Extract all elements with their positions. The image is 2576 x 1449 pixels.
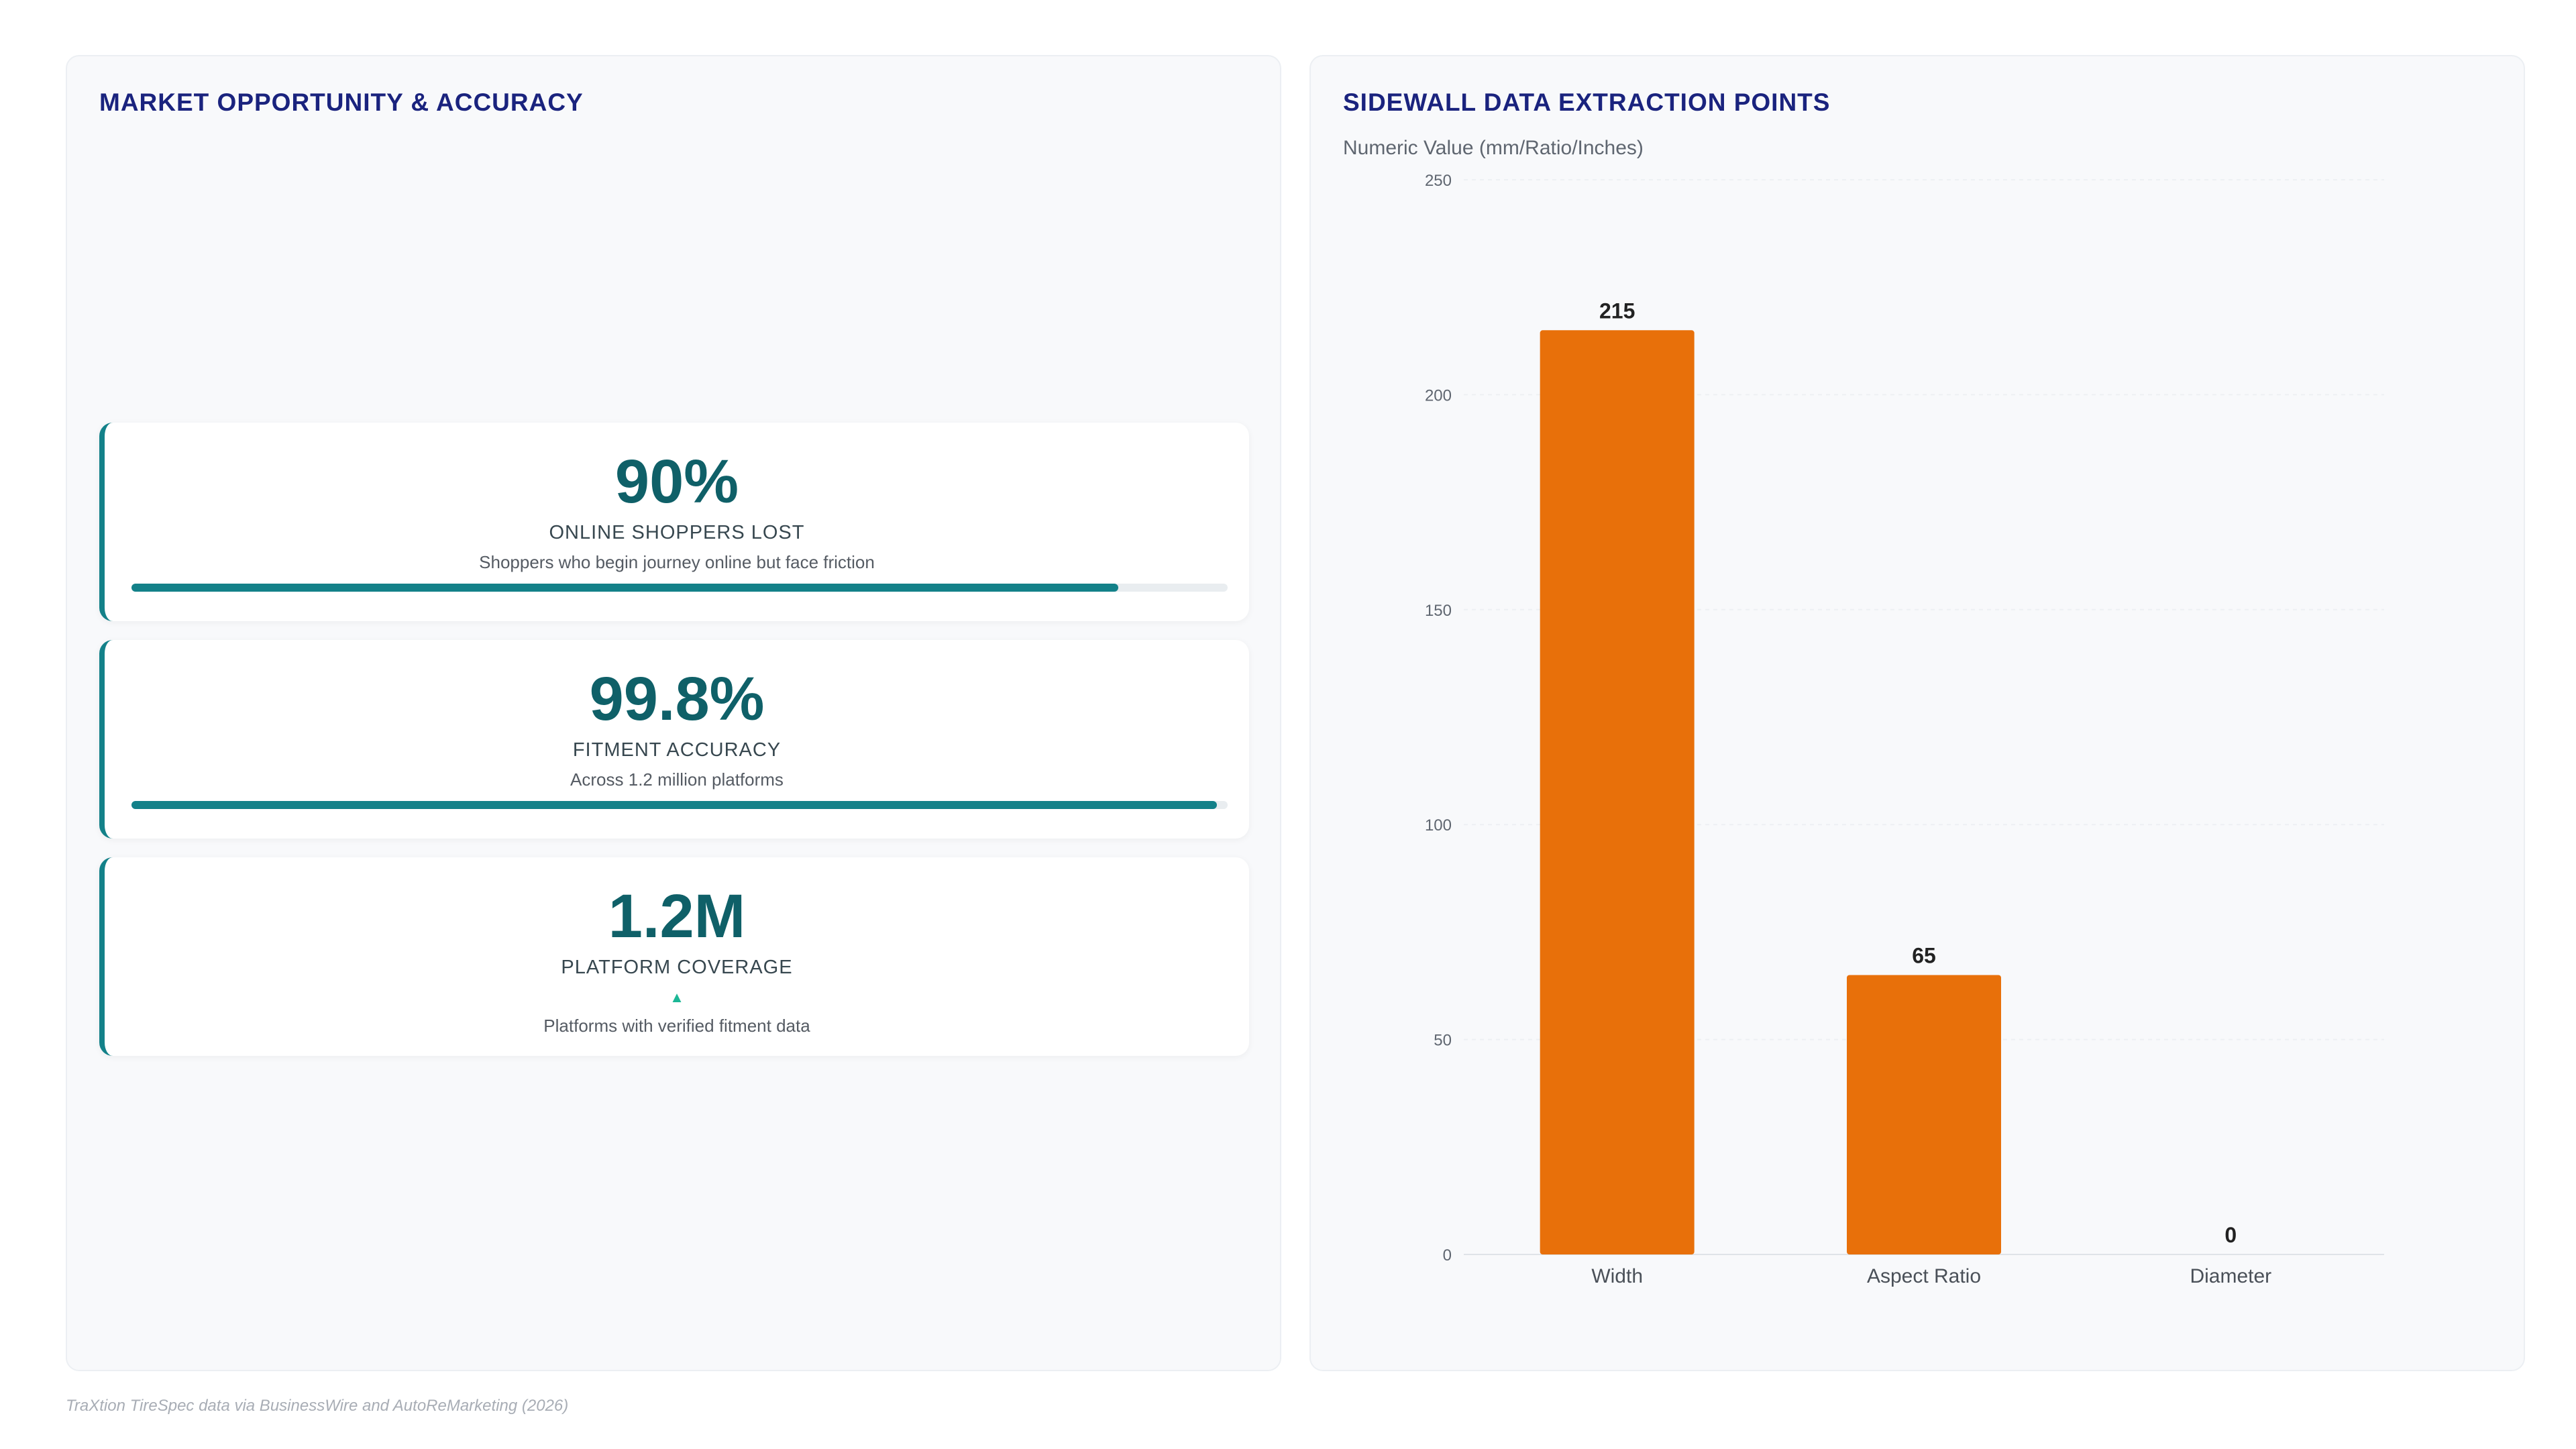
y-tick-label: 250 [1425, 172, 1452, 190]
x-tick-label: Aspect Ratio [1867, 1265, 1981, 1287]
y-axis-title: Numeric Value (mm/Ratio/Inches) [1343, 137, 1644, 159]
progress-bar [131, 584, 1228, 592]
stat-value: 90% [614, 447, 739, 516]
progress-fill [131, 801, 1217, 809]
y-tick-label: 50 [1434, 1032, 1452, 1050]
y-tick-label: 0 [1443, 1246, 1452, 1265]
data-label: 0 [2224, 1223, 2237, 1247]
progress-bar [131, 801, 1228, 809]
y-tick-label: 100 [1425, 816, 1452, 835]
source-note: TraXtion TireSpec data via BusinessWire … [66, 1397, 569, 1415]
stat-card-platform-coverage: 1.2M PLATFORM COVERAGE ▲ Platforms with … [99, 857, 1249, 1056]
panel-title: SIDEWALL DATA EXTRACTION POINTS [1343, 89, 1831, 116]
x-tick-label: Width [1591, 1265, 1643, 1287]
y-tick-label: 200 [1425, 386, 1452, 405]
y-tick-label: 150 [1425, 602, 1452, 620]
sidewall-extraction-panel: SIDEWALL DATA EXTRACTION POINTS Numeric … [1309, 55, 2525, 1371]
stat-label: FITMENT ACCURACY [572, 739, 782, 761]
stat-value: 99.8% [589, 665, 765, 733]
panel-title: MARKET OPPORTUNITY & ACCURACY [99, 89, 584, 116]
stat-value: 1.2M [608, 882, 746, 951]
data-label: 215 [1599, 299, 1635, 323]
stat-card-online-shoppers: 90% ONLINE SHOPPERS LOST Shoppers who be… [99, 423, 1249, 621]
bar-width [1540, 330, 1695, 1254]
progress-fill [131, 584, 1118, 592]
x-tick-label: Diameter [2190, 1265, 2271, 1287]
data-label: 65 [1912, 943, 1936, 967]
market-opportunity-panel: MARKET OPPORTUNITY & ACCURACY 90% ONLINE… [66, 55, 1281, 1371]
stat-description: Shoppers who begin journey online but fa… [479, 552, 875, 572]
stat-description: Across 1.2 million platforms [570, 769, 784, 790]
up-triangle-icon: ▲ [669, 989, 684, 1006]
stat-card-fitment-accuracy: 99.8% FITMENT ACCURACY Across 1.2 millio… [99, 640, 1249, 839]
bar-chart: Numeric Value (mm/Ratio/Inches) 0 50 100 150… [1343, 137, 2384, 1287]
bar-aspect-ratio [1847, 975, 2001, 1254]
stat-description: Platforms with verified fitment data [543, 1016, 810, 1036]
stat-label: PLATFORM COVERAGE [561, 957, 793, 978]
stat-label: ONLINE SHOPPERS LOST [549, 522, 805, 543]
